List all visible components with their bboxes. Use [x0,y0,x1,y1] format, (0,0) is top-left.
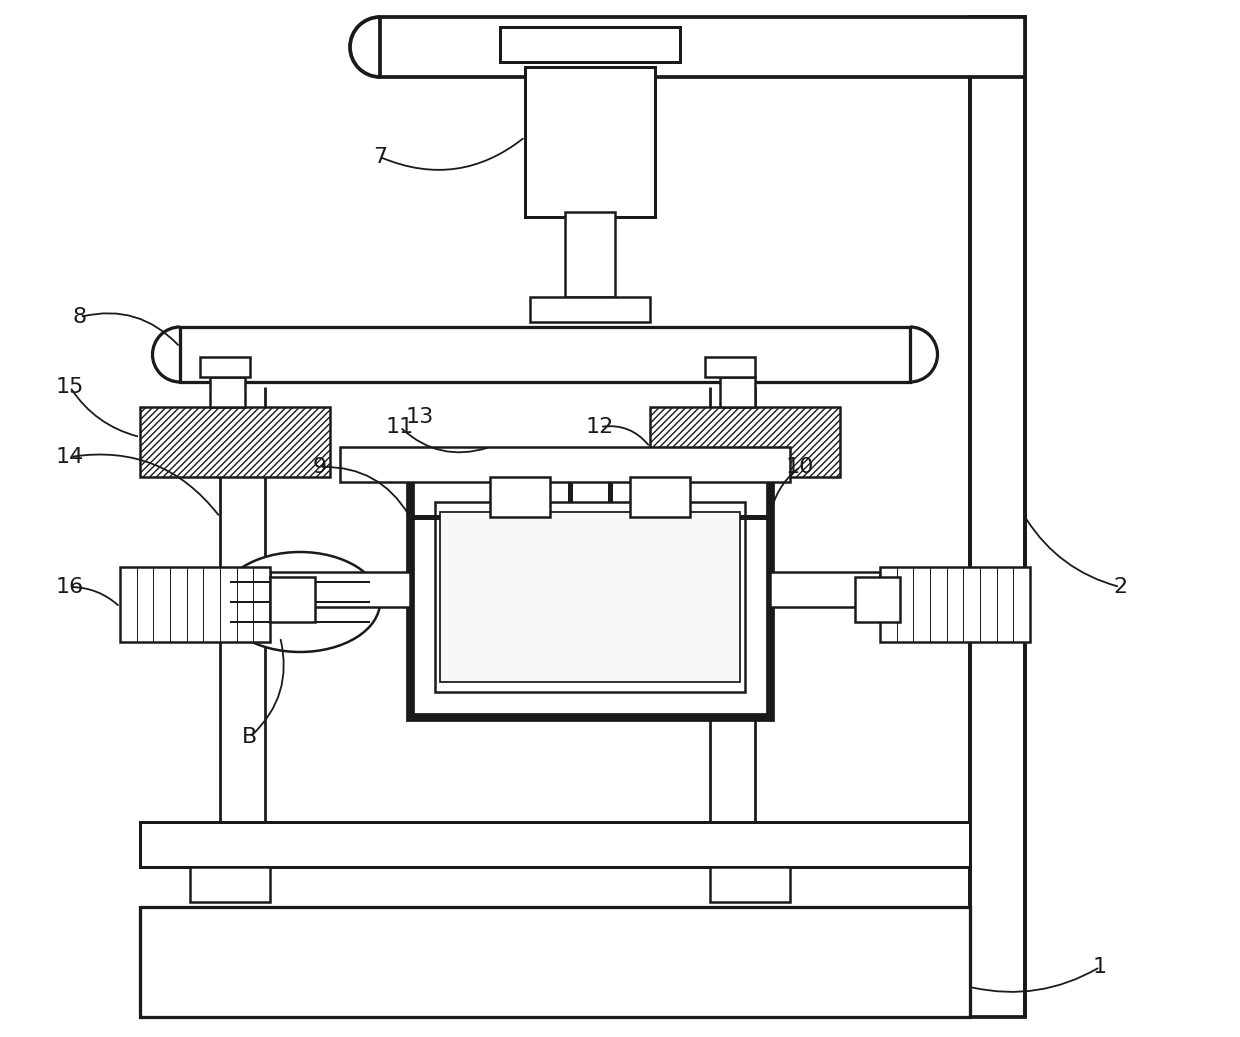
Text: 14: 14 [56,447,84,467]
Bar [140,407,330,477]
Bar [880,567,1030,642]
Bar [379,17,1025,77]
Bar [1013,567,1030,642]
Bar [770,572,880,607]
Bar [136,567,154,642]
Bar [270,572,410,607]
Bar [490,477,551,517]
Bar [210,377,246,407]
Bar [980,567,997,642]
Bar [997,567,1013,642]
Text: 9: 9 [312,457,327,477]
Text: 10: 10 [786,457,815,477]
Bar [706,357,755,377]
Ellipse shape [219,552,379,652]
Bar [410,477,770,717]
Bar [897,567,914,642]
Bar [525,67,655,217]
Bar [435,502,745,692]
Bar [440,512,740,682]
Bar [180,327,910,382]
Text: 15: 15 [56,377,84,397]
Text: 12: 12 [585,417,614,437]
Bar [140,907,970,1017]
Bar [270,577,315,622]
Text: B: B [242,727,258,747]
Bar [711,867,790,902]
Bar [946,567,963,642]
Bar [914,567,930,642]
Bar [219,567,237,642]
Bar [120,567,270,642]
Bar [237,567,253,642]
Text: 2: 2 [1114,577,1127,597]
Bar [203,567,219,642]
Text: 11: 11 [386,417,414,437]
Bar [880,567,897,642]
Bar [140,822,970,867]
Text: 7: 7 [373,147,387,167]
Bar [200,357,250,377]
Bar [930,567,946,642]
Bar [187,567,203,642]
Bar [154,567,170,642]
Bar [970,17,1025,1017]
Text: 8: 8 [73,307,87,327]
Bar [720,377,755,407]
Bar [190,867,270,902]
Bar [963,567,980,642]
Bar [253,567,270,642]
Text: 13: 13 [405,407,434,427]
Bar [630,477,689,517]
Bar [650,407,839,477]
Bar [500,27,680,62]
Bar [120,567,136,642]
Bar [170,567,187,642]
Text: 1: 1 [1092,957,1107,977]
Bar [856,577,900,622]
Bar [529,297,650,323]
Bar [565,212,615,297]
Bar [340,447,790,482]
Text: 16: 16 [56,577,84,597]
